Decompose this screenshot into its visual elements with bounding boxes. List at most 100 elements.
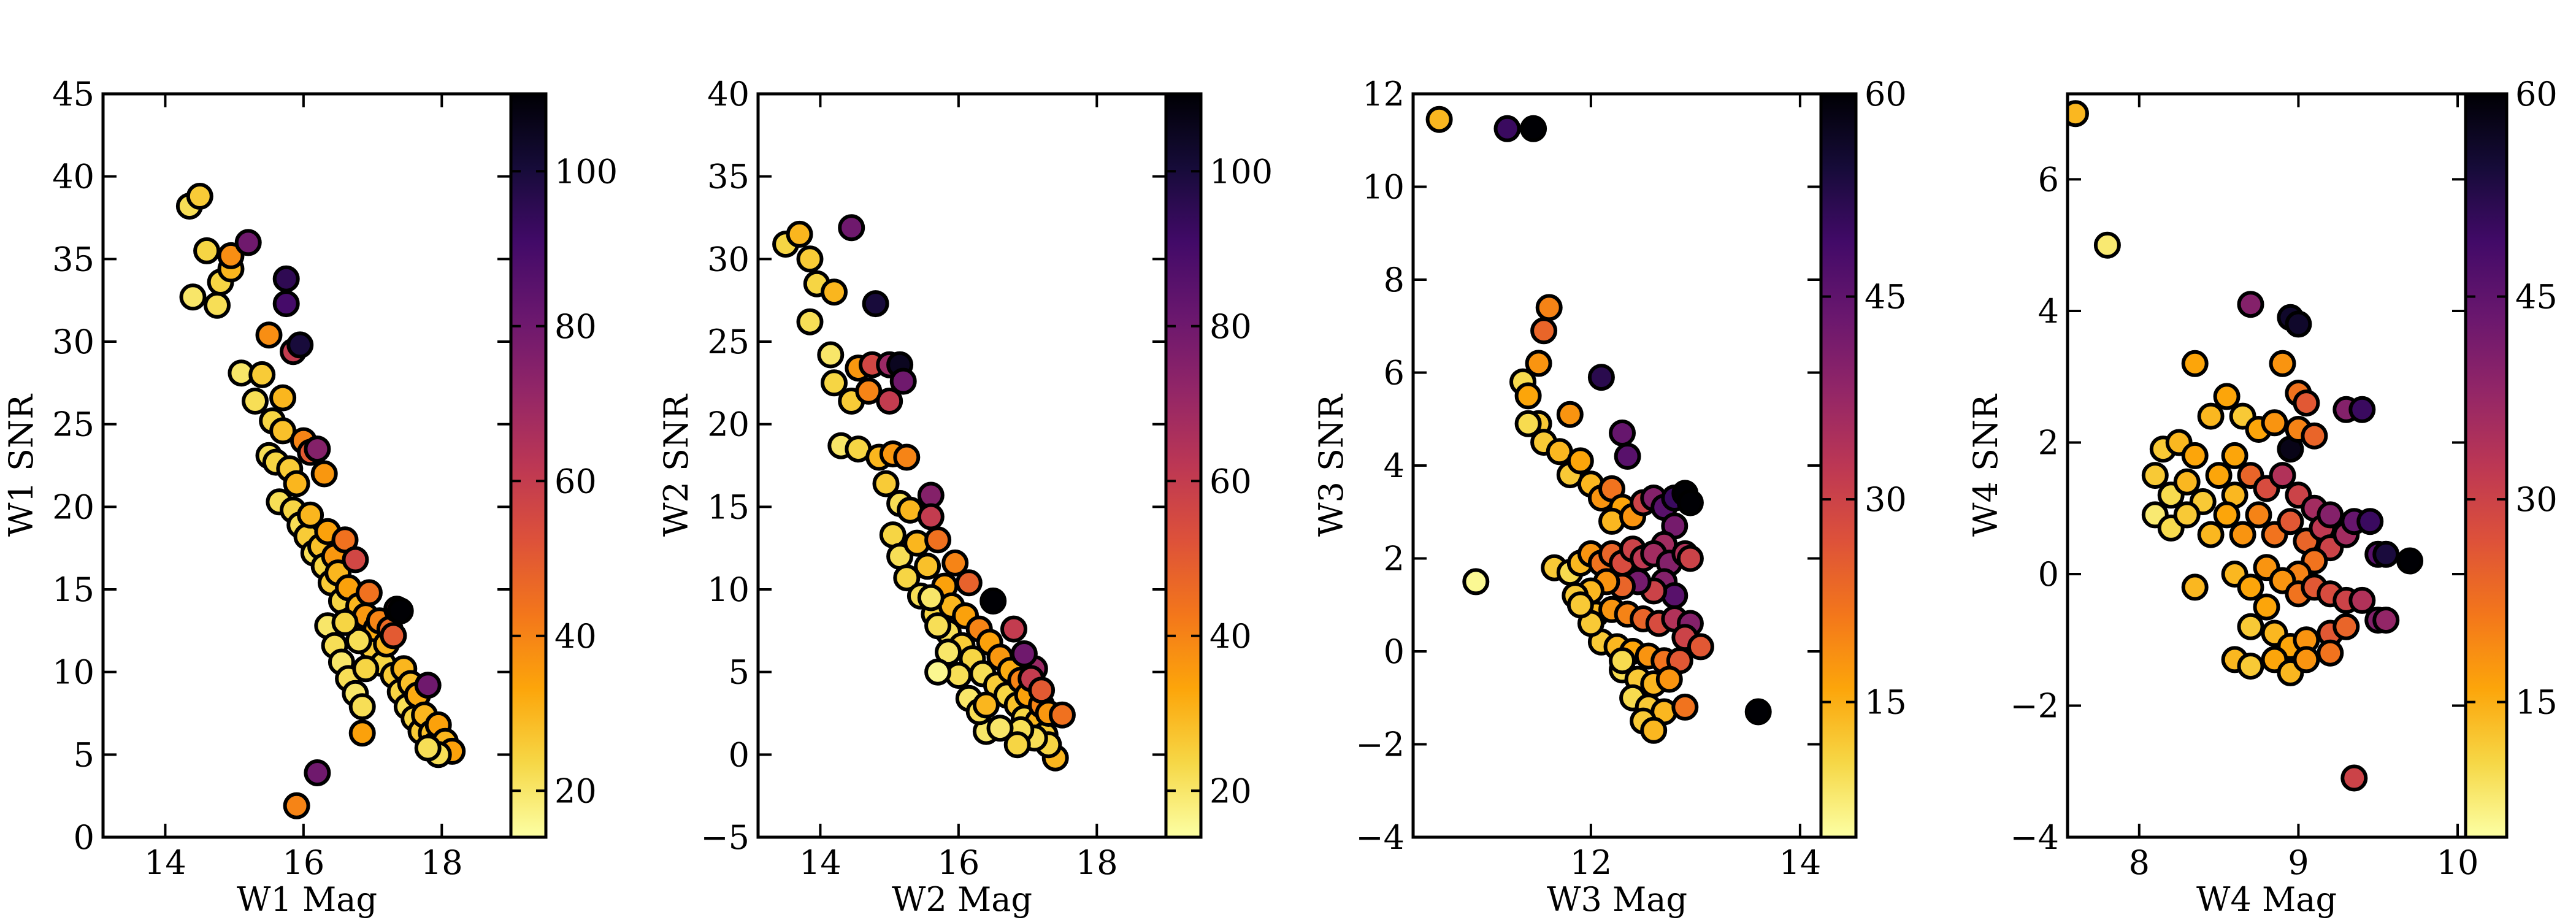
colorbar-tick-label: 45 bbox=[1865, 278, 1907, 316]
scatter-point bbox=[917, 584, 945, 611]
scatter-point bbox=[796, 308, 824, 335]
scatter-point bbox=[2340, 764, 2368, 792]
y-tick-label: 45 bbox=[52, 75, 94, 113]
y-axis-label-w4: W4 SNR bbox=[1966, 394, 2005, 537]
scatter-point bbox=[304, 435, 331, 463]
scatter-point bbox=[941, 549, 969, 577]
scatter-point bbox=[2221, 442, 2248, 469]
y-tick-label: 20 bbox=[707, 405, 749, 444]
scatter-point bbox=[269, 384, 297, 412]
y-tick-label: 8 bbox=[1384, 261, 1405, 299]
scatter-point bbox=[297, 501, 324, 529]
y-tick-label: 0 bbox=[1384, 632, 1405, 671]
scatter-point bbox=[414, 734, 442, 762]
colorbar-tick-label: 15 bbox=[1865, 683, 1907, 722]
scatter-point bbox=[355, 579, 383, 607]
scatter-point bbox=[386, 597, 414, 624]
colorbar-w1: 20 40 60 80 100 bbox=[509, 92, 618, 839]
y-tick-label: 6 bbox=[2038, 160, 2059, 199]
scatter-point bbox=[2317, 639, 2344, 667]
y-tick-label: 5 bbox=[729, 653, 749, 692]
x-tick-label: 14 bbox=[1779, 843, 1822, 882]
x-tick-label: 16 bbox=[938, 843, 980, 882]
colorbar-tick-label: 40 bbox=[1209, 617, 1252, 656]
scatter-point bbox=[348, 719, 376, 747]
x-axis-label-w2: W2 Mag bbox=[892, 880, 1032, 919]
scatter-point bbox=[345, 627, 372, 654]
x-tick-label: 9 bbox=[2288, 843, 2309, 882]
scatter-point bbox=[2269, 462, 2296, 489]
scatter-point bbox=[234, 229, 262, 256]
scatter-point bbox=[1003, 731, 1031, 759]
scatter-point bbox=[2372, 607, 2400, 634]
colorbar-tick-label: 30 bbox=[1865, 480, 1907, 519]
plot-frame bbox=[1411, 92, 1823, 839]
scatter-point bbox=[2213, 383, 2241, 410]
plot-frame-w4 bbox=[2066, 92, 2467, 839]
scatter-point bbox=[893, 564, 921, 592]
x-axis-label-w4: W4 Mag bbox=[2196, 880, 2337, 919]
scatter-point bbox=[1000, 615, 1027, 643]
scatter-point bbox=[1609, 420, 1636, 447]
scatter-point bbox=[2253, 593, 2280, 621]
panel-w2: 14 16 18 −5 0 5 10 15 20 25 30 35 40 W2 Mag W2 SNR 2… bbox=[657, 75, 1273, 919]
y-tick-label: 10 bbox=[52, 653, 94, 692]
scatter-point bbox=[972, 691, 1000, 719]
scatter-point bbox=[914, 553, 941, 580]
y-axis-label-w3: W3 SNR bbox=[1312, 394, 1351, 537]
scatter-point bbox=[2197, 402, 2225, 430]
scatter-point bbox=[217, 242, 245, 269]
scatter-point bbox=[2317, 501, 2344, 529]
plot-frame bbox=[2066, 92, 2467, 839]
scatter-point bbox=[855, 377, 883, 405]
scatter-point bbox=[283, 470, 310, 497]
scatter-point bbox=[821, 278, 848, 306]
colorbar-tick-label: 100 bbox=[1209, 152, 1273, 191]
axis-ticks-w3: 12 14 −4 −2 0 2 4 6 8 10 12 bbox=[1355, 75, 1821, 882]
scatter-point bbox=[2213, 501, 2241, 529]
scatter-point bbox=[204, 291, 231, 319]
panel-w3: 12 14 −4 −2 0 2 4 6 8 10 12 W3 Mag W3 SNR 15 30 45 60 bbox=[1312, 75, 1907, 919]
scatter-point bbox=[2237, 653, 2264, 680]
scatter-point bbox=[242, 388, 269, 415]
plot-frame bbox=[756, 92, 1168, 839]
colorbar-tick-label: 30 bbox=[2515, 480, 2558, 519]
y-tick-label: 15 bbox=[52, 570, 94, 609]
scatter-point bbox=[924, 658, 952, 686]
scatter-point bbox=[2348, 396, 2376, 423]
y-tick-label: 40 bbox=[52, 158, 94, 196]
scatter-point bbox=[1676, 489, 1704, 516]
colorbar-gradient bbox=[1164, 92, 1203, 839]
scatter-point bbox=[272, 265, 300, 293]
scatter-point bbox=[1010, 640, 1038, 667]
y-axis-label-w1: W1 SNR bbox=[2, 394, 40, 537]
colorbar-tick-label: 40 bbox=[554, 617, 597, 656]
axis-ticks-w2: 14 16 18 −5 0 5 10 15 20 25 30 35 40 bbox=[700, 75, 1166, 882]
colorbar-w3: 15 30 45 60 bbox=[1819, 75, 1907, 839]
scatter-point bbox=[1676, 545, 1704, 572]
y-tick-label: −4 bbox=[2010, 818, 2059, 857]
scatter-point bbox=[786, 220, 813, 248]
y-tick-label: 30 bbox=[52, 323, 94, 361]
scatter-point bbox=[342, 546, 369, 573]
scatter-point bbox=[1048, 701, 1076, 729]
x-tick-label: 18 bbox=[1076, 843, 1118, 882]
y-tick-label: 35 bbox=[52, 240, 94, 278]
scatter-point bbox=[2181, 442, 2209, 469]
y-tick-label: 2 bbox=[1384, 540, 1405, 578]
panel-w4: 8 9 10 −4 −2 0 2 4 6 W4 Mag W4 SNR 15 30 45 60 bbox=[1966, 75, 2558, 919]
scatter-point bbox=[2197, 521, 2225, 548]
scatter-point bbox=[1514, 410, 1542, 437]
scatter-point bbox=[1744, 698, 1772, 726]
scatter-point bbox=[2181, 350, 2209, 377]
colorbar-tick-label: 80 bbox=[1209, 307, 1252, 346]
scatter-point bbox=[380, 622, 407, 650]
colorbar-tick-label: 45 bbox=[2515, 278, 2558, 316]
scatter-point bbox=[1425, 105, 1453, 133]
y-tick-label: 5 bbox=[74, 735, 94, 774]
scatter-point bbox=[2356, 508, 2384, 535]
scatter-point bbox=[872, 470, 900, 497]
colorbar-tick-label: 20 bbox=[1209, 772, 1252, 810]
y-tick-label: −4 bbox=[1355, 818, 1405, 857]
scatter-point bbox=[889, 367, 917, 395]
